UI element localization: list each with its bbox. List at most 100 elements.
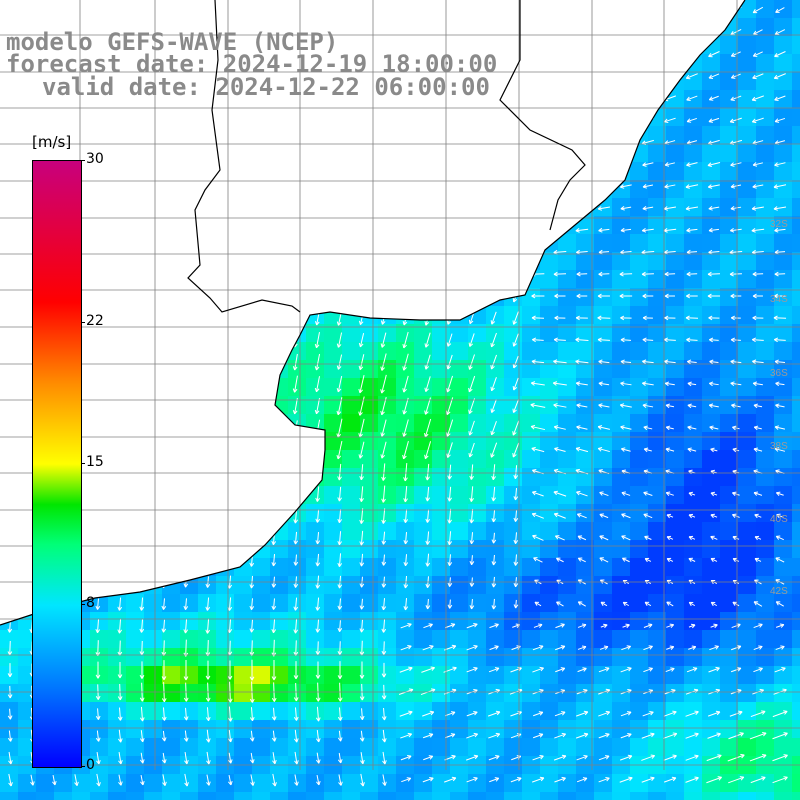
wind-arrow-icon [206,774,211,786]
wind-arrow-icon [444,733,456,739]
wind-arrow-icon [688,645,697,650]
wind-arrow-icon [315,752,321,764]
wind-arrow-icon [381,485,386,503]
wind-arrow-icon [577,535,587,541]
wind-arrow-icon [468,420,475,436]
wind-arrow-icon [271,659,277,681]
wind-arrow-icon [359,464,364,481]
wind-arrow-icon [423,755,434,761]
wind-arrow-icon [491,486,497,502]
wind-arrow-icon [708,73,720,79]
wind-arrow-icon [730,667,742,673]
wind-arrow-icon [597,337,610,343]
wind-arrow-icon [512,420,520,436]
wind-arrow-icon [749,731,767,740]
wind-arrow-icon [686,227,698,233]
wind-arrow-icon [294,774,299,786]
wind-arrow-icon [686,117,697,123]
wind-arrow-icon [575,446,589,453]
wind-arrow-icon [772,732,788,740]
colorbar-tick-label: 30 [86,151,104,167]
wind-arrow-icon [644,535,652,540]
wind-arrow-icon [620,711,632,717]
wind-arrow-icon [666,557,674,563]
wind-arrow-icon [425,599,431,610]
river-border [187,0,301,313]
wind-arrow-icon [447,486,453,502]
wind-arrow-icon [772,776,788,784]
wind-arrow-icon [531,359,545,365]
wind-arrow-icon [686,293,698,299]
wind-arrow-icon [74,774,79,787]
wind-arrow-icon [576,513,587,519]
wind-arrow-icon [336,332,343,348]
wind-arrow-icon [490,442,498,458]
wind-arrow-icon [710,513,718,519]
wind-arrow-icon [619,776,633,783]
wind-arrow-icon [643,491,653,497]
wind-arrow-icon [425,486,431,502]
wind-arrow-icon [447,464,452,480]
wind-arrow-icon [687,359,697,365]
wind-arrow-icon [666,601,674,607]
colorbar-tick-label: 0 [86,757,95,773]
wind-arrow-icon [619,271,633,277]
wind-arrow-icon [620,205,632,211]
colorbar-tick [81,160,85,161]
wind-arrow-icon [315,729,321,743]
wind-arrow-icon [161,730,167,742]
wind-arrow-icon [555,645,566,651]
wind-arrow-icon [728,776,745,784]
wind-arrow-icon [664,184,676,189]
wind-arrow-icon [162,774,167,786]
wind-arrow-icon [706,754,722,762]
latitude-label: 32S [770,219,788,230]
wind-arrow-icon [751,117,764,124]
wind-arrow-icon [644,601,652,607]
latitude-label: 36S [770,368,788,379]
wind-arrow-icon [359,508,364,524]
wind-arrow-icon [96,751,101,765]
wind-arrow-icon [774,162,786,167]
wind-arrow-icon [556,557,564,563]
wind-arrow-icon [773,184,787,189]
wind-arrow-icon [227,660,233,680]
wind-arrow-icon [708,666,720,673]
wind-arrow-icon [249,707,255,722]
wind-arrow-icon [620,184,632,189]
wind-arrow-icon [468,354,476,370]
wind-arrow-icon [728,732,744,740]
wind-arrow-icon [402,331,409,349]
wind-arrow-icon [469,486,474,502]
wind-arrow-icon [730,381,742,387]
wind-arrow-icon [641,776,655,783]
wind-arrow-icon [707,732,721,739]
wind-arrow-icon [532,490,544,497]
wind-arrow-icon [621,535,631,541]
wind-arrow-icon [774,293,786,299]
wind-arrow-icon [730,359,742,365]
wind-arrow-icon [729,710,743,717]
wind-arrow-icon [337,641,343,656]
wind-arrow-icon [753,645,763,651]
wind-arrow-icon [118,751,123,765]
wind-arrow-icon [598,381,610,387]
wind-arrow-icon [686,337,698,343]
wind-arrow-icon [752,315,764,321]
wind-arrow-icon [337,752,343,764]
wind-arrow-icon [161,752,167,764]
wind-arrow-icon [664,293,675,299]
wind-arrow-icon [555,623,565,629]
latitude-label: 34S [770,294,788,305]
wind-arrow-icon [337,620,343,632]
wind-arrow-icon [30,774,35,786]
wind-arrow-icon [774,271,786,277]
wind-arrow-icon [447,599,453,609]
colorbar-tick [81,463,85,464]
wind-arrow-icon [749,753,767,762]
wind-arrow-icon [205,618,211,634]
wind-arrow-icon [249,619,255,633]
wind-arrow-icon [641,732,655,739]
wind-arrow-icon [489,623,499,629]
